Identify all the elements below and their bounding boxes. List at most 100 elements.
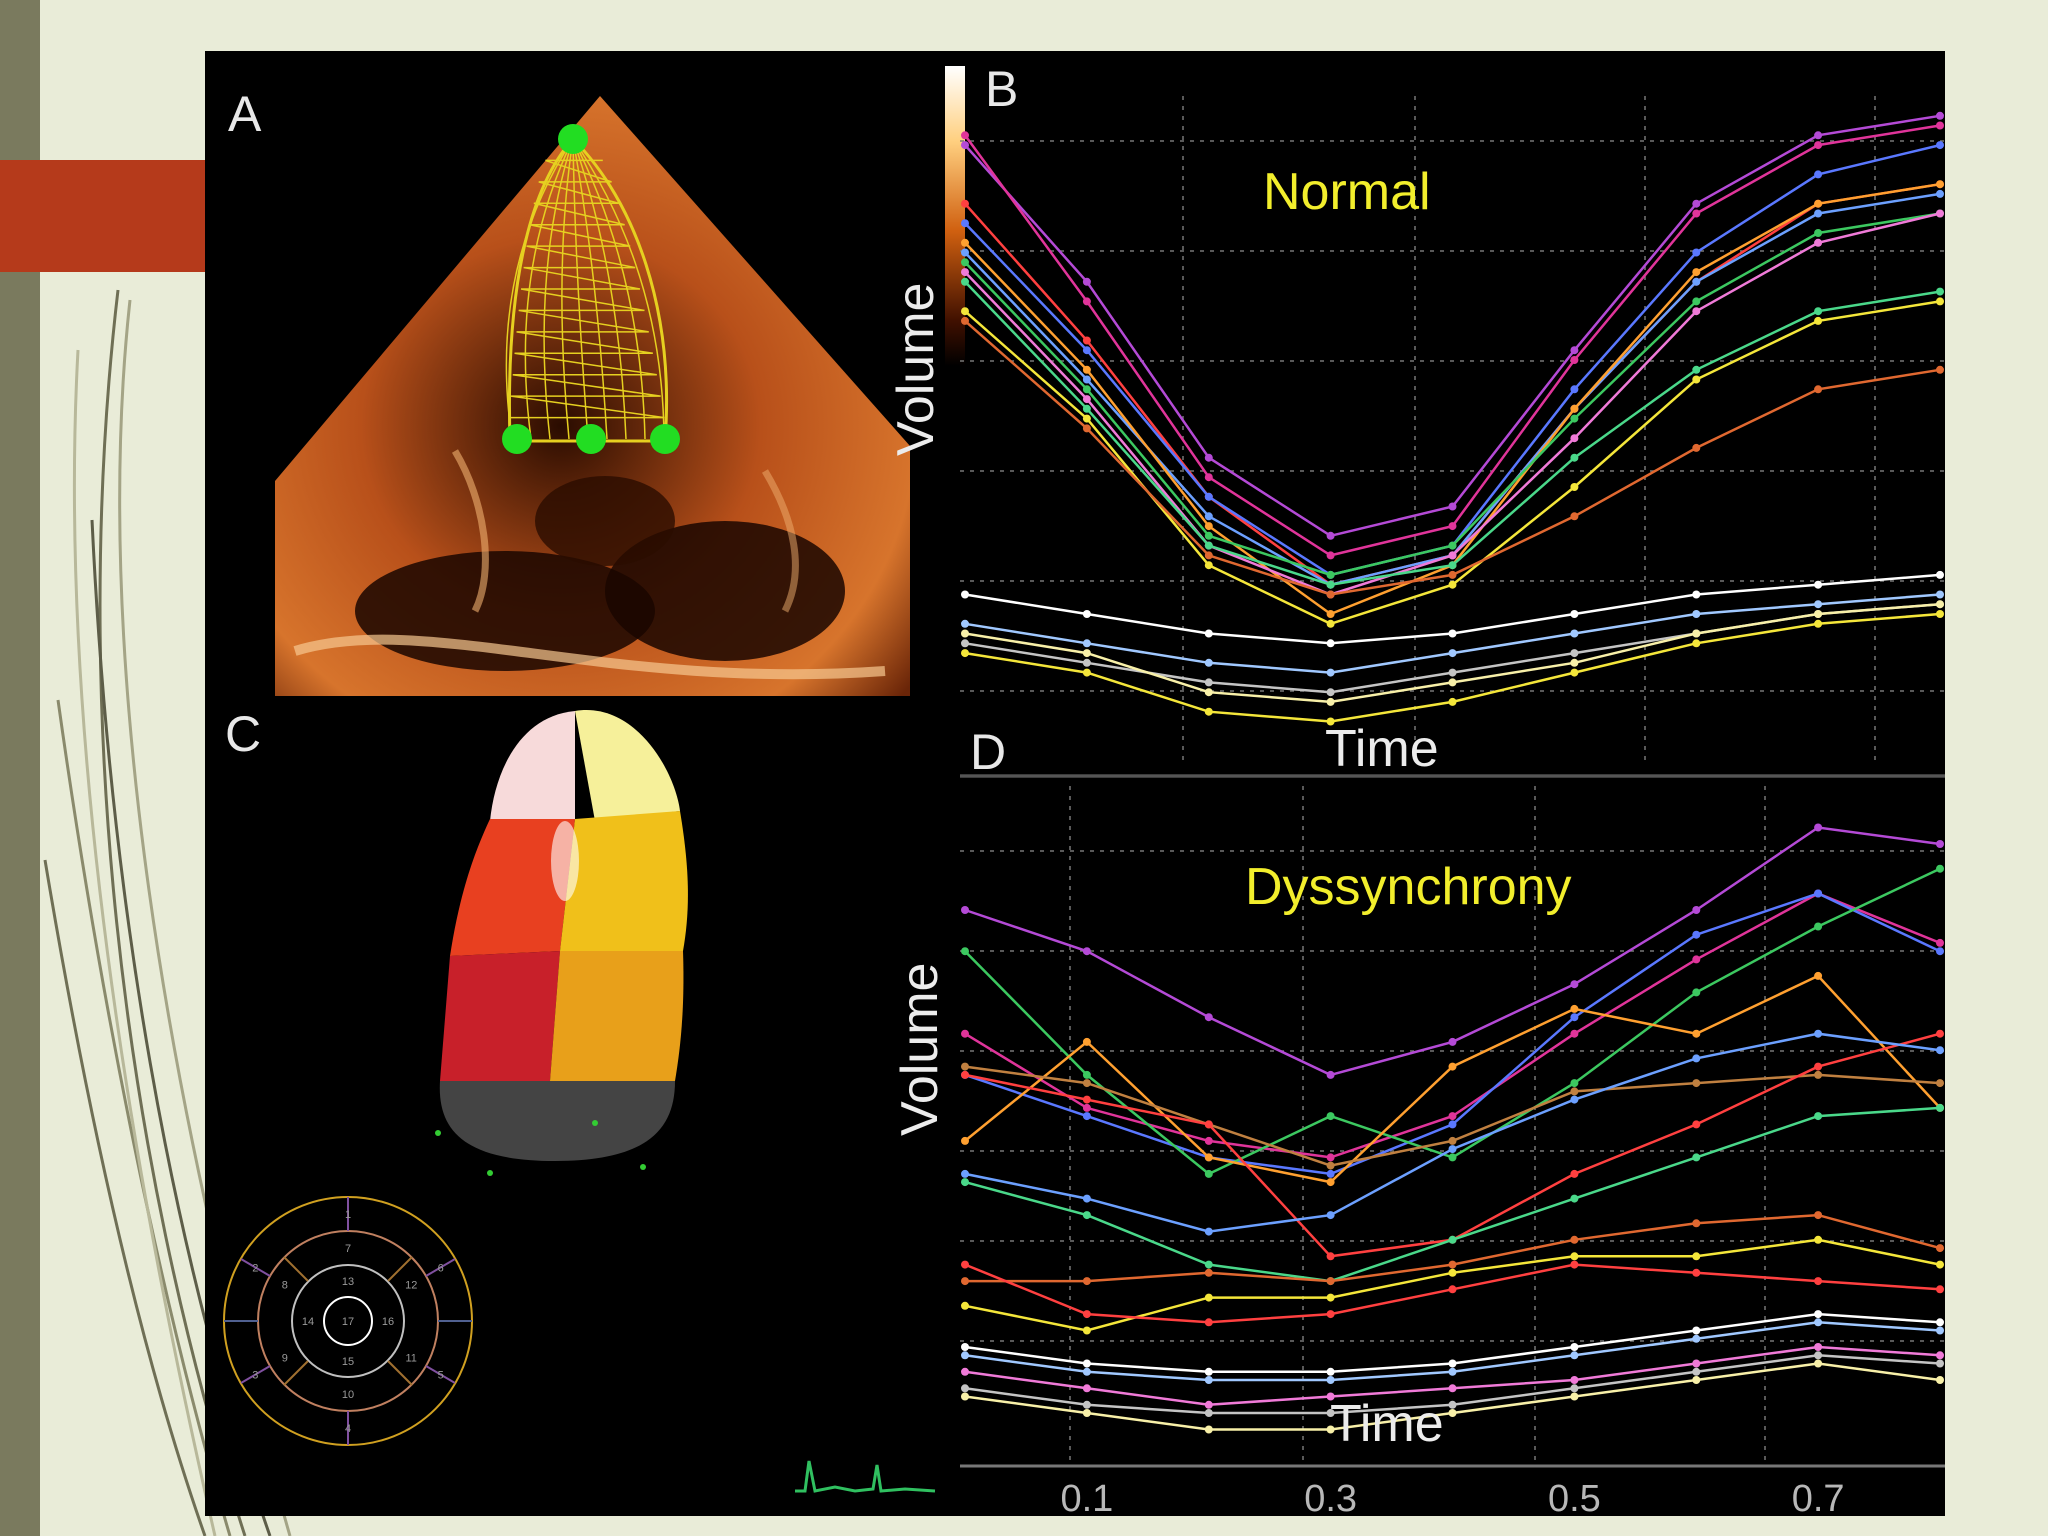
curve-13-point-8	[1814, 600, 1823, 609]
curve-6-point-6	[1570, 404, 1579, 413]
curve-11-point-4	[1326, 590, 1335, 599]
curve-13-point-8	[1814, 1310, 1823, 1319]
curve-8-point-9	[1936, 1046, 1944, 1055]
curve-16-point-2	[1082, 1400, 1091, 1409]
curve-1-point-5	[1448, 502, 1457, 511]
curve-4-point-2	[1082, 1070, 1091, 1079]
curve-4-point-1	[961, 219, 969, 228]
curve-3-point-6	[1570, 1013, 1579, 1022]
curve-6-point-7	[1692, 268, 1701, 277]
curve-14-point-9	[1936, 1326, 1944, 1335]
curve-17-point-2	[1082, 1409, 1091, 1417]
bullseye-segment-8: 8	[282, 1280, 288, 1292]
curve-10-point-8	[1814, 316, 1823, 325]
curve-5-point-7	[1692, 277, 1701, 286]
curve-1-point-9	[1936, 111, 1944, 120]
curve-15-point-9	[1936, 1351, 1944, 1360]
curve-2-point-4	[1326, 1153, 1335, 1162]
bullseye-segment-16: 16	[382, 1316, 394, 1328]
curve-2-point-8	[1814, 141, 1823, 150]
curve-7-point-1	[961, 258, 969, 267]
curve-9-point-7	[1692, 365, 1701, 374]
curve-6-point-5	[1448, 1136, 1457, 1145]
curve-5-point-5	[1448, 1062, 1457, 1071]
curve-1-point-7	[1692, 199, 1701, 208]
curve-3-point-2	[1082, 336, 1091, 345]
curve-12-point-4	[1326, 1310, 1335, 1319]
curve-16-point-6	[1570, 1384, 1579, 1393]
curve-13-point-3	[1204, 1367, 1213, 1376]
curve-13-point-1	[961, 1343, 969, 1351]
curve-5-point-2	[1082, 375, 1091, 384]
curve-14-point-2	[1082, 658, 1091, 667]
curve-1-point-6	[1570, 346, 1579, 355]
curve-7-point-6	[1570, 414, 1579, 423]
curve-10-point-4	[1326, 619, 1335, 628]
curve-13-point-4	[1326, 1367, 1335, 1376]
curve-3-point-1	[961, 199, 969, 208]
curve-4-point-2	[1082, 346, 1091, 355]
apex-landmark[interactable]	[558, 124, 588, 154]
curve-7-point-3	[1204, 531, 1213, 540]
curve-4-point-8	[1814, 170, 1823, 179]
curve-4-point-9	[1936, 864, 1944, 873]
curve-16-point-7	[1692, 1367, 1701, 1376]
curve-2-point-7	[1692, 209, 1701, 218]
curve-15-point-4	[1326, 697, 1335, 706]
curve-5-point-6	[1570, 1004, 1579, 1013]
curve-14-point-6	[1570, 1351, 1579, 1360]
base-landmark-left[interactable]	[502, 424, 532, 454]
base-landmark-right[interactable]	[650, 424, 680, 454]
curve-16-point-1	[961, 1384, 969, 1393]
curve-6-point-1	[961, 238, 969, 247]
volume-curve-3	[964, 892, 1941, 1176]
volume-curve-9	[964, 1106, 1941, 1283]
curve-13-point-9	[1936, 1318, 1944, 1327]
curve-12-point-9	[1936, 570, 1944, 579]
curve-17-point-1	[961, 1392, 969, 1401]
curve-2-point-6	[1570, 1029, 1579, 1038]
curve-11-point-8	[1814, 385, 1823, 394]
bullseye-segment-15: 15	[342, 1356, 354, 1368]
curve-1-point-5	[1448, 1037, 1457, 1046]
curve-9-point-5	[1448, 1235, 1457, 1244]
curve-8-point-6	[1570, 1095, 1579, 1104]
base-landmark-center[interactable]	[576, 424, 606, 454]
curve-6-point-8	[1814, 1070, 1823, 1079]
curve-11-point-1	[961, 1301, 969, 1310]
curve-10-point-9	[1936, 1244, 1944, 1253]
curve-7-point-2	[1082, 1095, 1091, 1104]
curve-8-point-7	[1692, 1054, 1701, 1063]
curve-15-point-2	[1082, 1384, 1091, 1393]
curve-12-point-9	[1936, 1285, 1944, 1294]
panel-b-y-axis-label: Volume	[887, 283, 945, 456]
curve-8-point-2	[1082, 1194, 1091, 1203]
curve-2-point-2	[1082, 1103, 1091, 1112]
x-tick-label-1: 0.1	[1060, 1478, 1113, 1516]
dyssynchrony-label: Dyssynchrony	[1245, 858, 1572, 916]
curve-2-point-1	[961, 1029, 969, 1038]
x-tick-label-2: 0.3	[1304, 1478, 1357, 1516]
curve-4-point-7	[1692, 988, 1701, 997]
curve-11-point-2	[1082, 1326, 1091, 1335]
curve-8-point-5	[1448, 1145, 1457, 1154]
curve-15-point-5	[1448, 1384, 1457, 1393]
curve-6-point-8	[1814, 199, 1823, 208]
curve-10-point-9	[1936, 297, 1944, 306]
curve-13-point-9	[1936, 590, 1944, 599]
curve-14-point-1	[961, 1351, 969, 1360]
curve-9-point-8	[1814, 307, 1823, 316]
curve-3-point-9	[1936, 947, 1944, 956]
curve-5-point-7	[1692, 1029, 1701, 1038]
curve-13-point-5	[1448, 1359, 1457, 1368]
curve-1-point-4	[1326, 531, 1335, 540]
curve-16-point-5	[1448, 1400, 1457, 1409]
curve-7-point-9	[1936, 1029, 1944, 1038]
curve-16-point-8	[1814, 1351, 1823, 1360]
bullseye-segment-6: 6	[438, 1263, 444, 1275]
curve-17-point-5	[1448, 1409, 1457, 1417]
curve-17-point-6	[1570, 1392, 1579, 1401]
bullseye-segment-2: 2	[252, 1263, 258, 1275]
curve-5-point-3	[1204, 1153, 1213, 1162]
curve-2-point-7	[1692, 955, 1701, 964]
